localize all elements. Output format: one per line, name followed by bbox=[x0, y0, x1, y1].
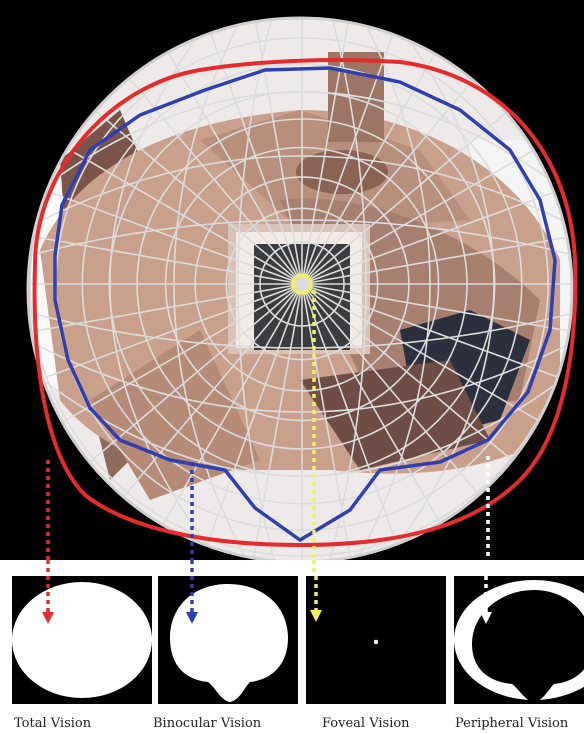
fisheye-image bbox=[26, 16, 578, 560]
total-vision-panel bbox=[12, 576, 152, 704]
fisheye-grid bbox=[28, 18, 572, 560]
peripheral-vision-panel bbox=[454, 576, 584, 704]
foveal-vision-ring bbox=[291, 273, 313, 295]
fisheye-view bbox=[0, 0, 584, 560]
caption-total-vision: Total Vision bbox=[14, 716, 92, 731]
sphere-outline bbox=[26, 16, 574, 560]
binocular-vision-contour bbox=[53, 66, 557, 543]
total-vision-contour bbox=[32, 58, 578, 548]
binocular-vision-panel bbox=[158, 576, 298, 704]
caption-peripheral-vision: Peripheral Vision bbox=[455, 716, 569, 731]
caption-binocular-vision: Binocular Vision bbox=[153, 716, 262, 731]
caption-foveal-vision: Foveal Vision bbox=[322, 716, 410, 731]
foveal-vision-panel bbox=[306, 576, 446, 704]
